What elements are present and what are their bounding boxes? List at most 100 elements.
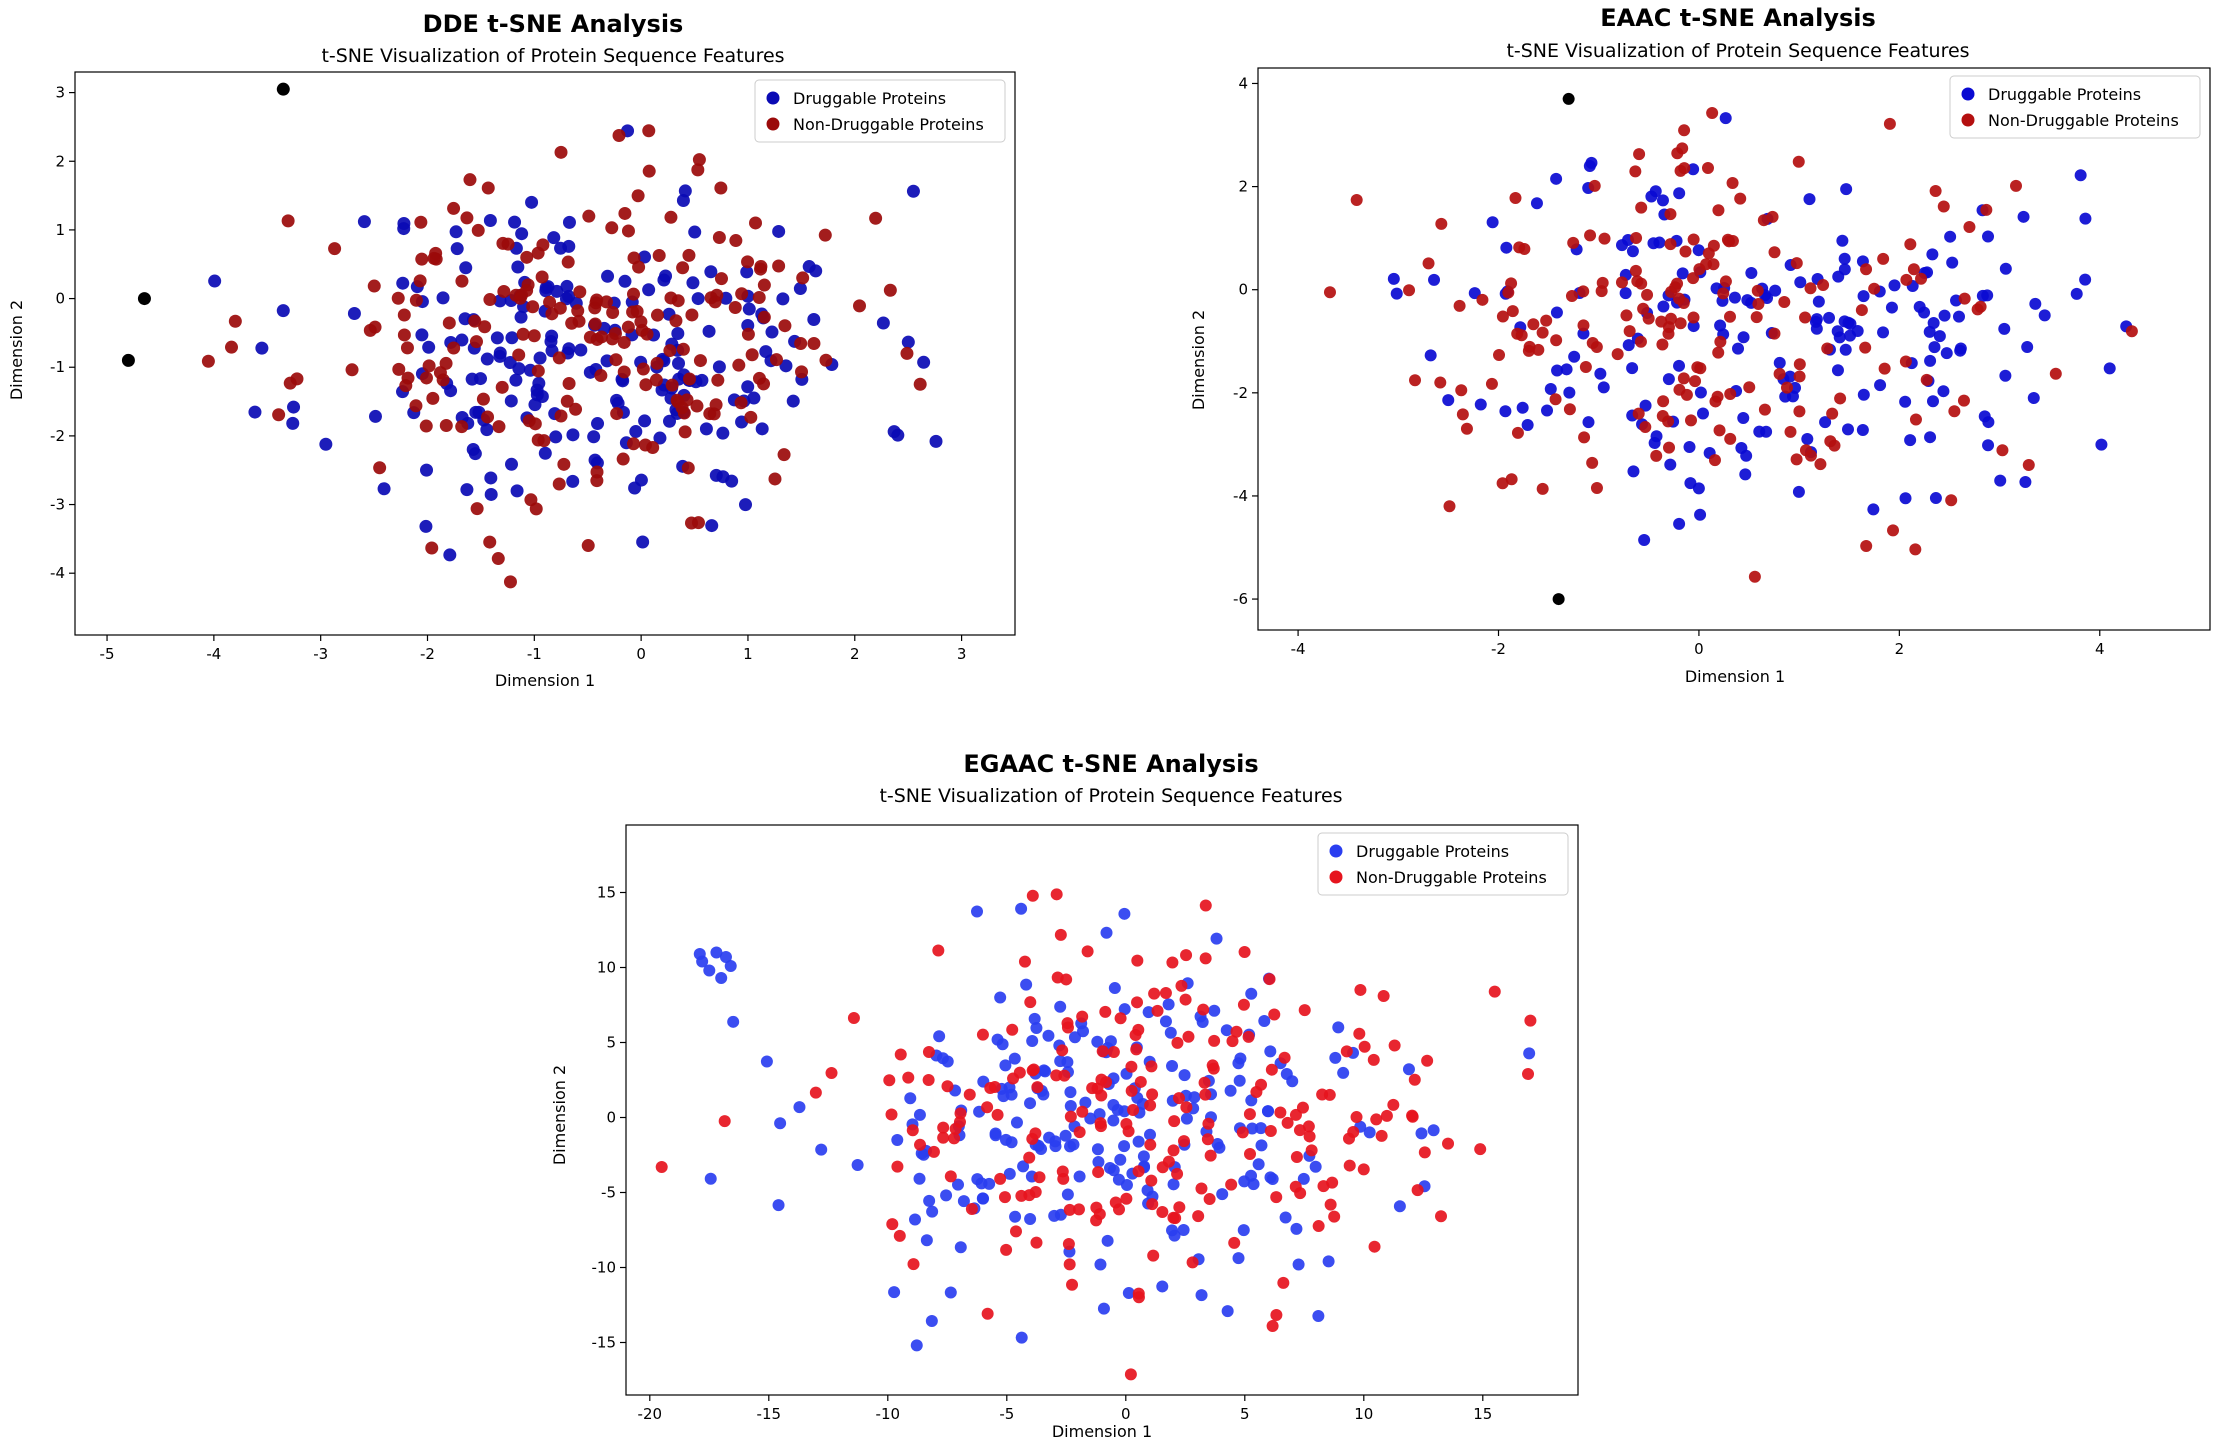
data-point-druggable	[566, 474, 580, 488]
data-point-druggable	[368, 409, 382, 423]
data-point-druggable	[1005, 1136, 1018, 1149]
data-point-druggable	[1049, 1140, 1062, 1153]
data-point-druggable	[1899, 492, 1912, 505]
data-point-druggable	[772, 224, 786, 238]
data-point-non-druggable	[754, 259, 768, 273]
data-point-druggable	[1737, 411, 1750, 424]
x-tick-label: -4	[1291, 640, 1306, 658]
data-point-druggable	[1924, 431, 1937, 444]
data-point-druggable	[1999, 262, 2012, 275]
data-point-non-druggable	[495, 380, 509, 394]
data-point-druggable	[1144, 1128, 1157, 1141]
data-point-non-druggable	[714, 181, 728, 195]
x-tick-label: 0	[1121, 1405, 1131, 1423]
data-point-non-druggable	[1511, 426, 1524, 439]
data-point-non-druggable	[594, 369, 608, 383]
data-point-non-druggable	[1328, 1210, 1341, 1223]
data-point-druggable	[779, 359, 793, 373]
legend-marker-non-druggable	[1329, 870, 1343, 884]
data-point-druggable	[1926, 395, 1939, 408]
data-point-non-druggable	[927, 1145, 940, 1158]
data-point-non-druggable	[1909, 413, 1922, 426]
data-point-druggable	[688, 225, 702, 239]
data-point-non-druggable	[1418, 1146, 1431, 1159]
data-point-druggable	[248, 405, 262, 419]
data-point-non-druggable	[1929, 184, 1942, 197]
legend-marker-druggable	[1329, 844, 1343, 858]
data-point-non-druggable	[1904, 238, 1917, 251]
data-point-non-druggable	[1340, 1045, 1353, 1058]
data-point-druggable	[1692, 244, 1705, 257]
data-point-druggable	[1940, 347, 1953, 360]
data-point-non-druggable	[1629, 165, 1642, 178]
data-point-non-druggable	[1343, 1132, 1356, 1145]
data-point-non-druggable	[1909, 543, 1922, 556]
data-point-druggable	[319, 437, 333, 451]
legend-label-druggable: Druggable Proteins	[1356, 842, 1509, 861]
data-point-non-druggable	[649, 373, 663, 387]
data-point-non-druggable	[373, 461, 387, 475]
data-point-non-druggable	[1409, 374, 1422, 387]
data-point-non-druggable	[1792, 155, 1805, 168]
data-point-druggable	[1760, 425, 1773, 438]
data-point-druggable	[742, 302, 756, 316]
data-point-non-druggable	[1203, 1193, 1216, 1206]
data-point-druggable	[449, 225, 463, 239]
data-point-non-druggable	[415, 252, 429, 266]
data-point-non-druggable	[1637, 302, 1650, 315]
data-point-non-druggable	[1496, 310, 1509, 323]
data-point-cluster	[719, 951, 732, 963]
data-point-non-druggable	[1958, 292, 1971, 305]
data-point-druggable	[1132, 1135, 1145, 1148]
data-point-non-druggable	[1669, 281, 1682, 294]
data-point-non-druggable	[1633, 148, 1646, 161]
data-point-druggable	[1427, 1124, 1440, 1137]
data-point-non-druggable	[481, 181, 495, 195]
data-point-druggable	[1550, 306, 1563, 319]
data-point-non-druggable	[757, 310, 771, 324]
data-point-non-druggable	[709, 398, 723, 412]
data-point-non-druggable	[712, 230, 726, 244]
data-point-druggable	[1003, 1167, 1016, 1180]
data-point-druggable	[1312, 1310, 1325, 1323]
data-point-druggable	[901, 335, 915, 349]
data-point-druggable	[1042, 1029, 1055, 1042]
data-point-non-druggable	[1590, 482, 1603, 495]
data-point-druggable	[663, 414, 677, 428]
data-point-druggable	[1832, 270, 1845, 283]
data-point-non-druggable	[1177, 1135, 1190, 1148]
data-point-non-druggable	[1674, 317, 1687, 330]
data-point-druggable	[1857, 290, 1870, 303]
data-point-non-druggable	[1120, 1118, 1133, 1131]
data-point-non-druggable	[794, 336, 808, 350]
legend-label-non-druggable: Non-Druggable Proteins	[1988, 111, 2179, 130]
data-point-druggable	[1673, 517, 1686, 530]
data-point-druggable	[1428, 273, 1441, 286]
data-point-non-druggable	[552, 351, 566, 365]
data-point-non-druggable	[1408, 1073, 1421, 1086]
x-tick-label: 10	[1354, 1405, 1373, 1423]
data-point-non-druggable	[1799, 311, 1812, 324]
data-point-non-druggable	[1687, 272, 1700, 285]
data-point-druggable	[1094, 1258, 1107, 1271]
data-point-druggable	[1838, 315, 1851, 328]
data-point-non-druggable	[281, 214, 295, 228]
data-point-druggable	[944, 1286, 957, 1299]
data-point-druggable	[1673, 187, 1686, 200]
data-point-non-druggable	[682, 372, 696, 386]
data-point-druggable	[493, 349, 507, 363]
data-point-non-druggable	[1147, 1249, 1160, 1262]
data-point-druggable	[1159, 1015, 1172, 1028]
data-point-druggable	[1178, 1069, 1191, 1082]
data-point-druggable	[1255, 1139, 1268, 1152]
data-point-druggable	[459, 261, 473, 275]
data-point-druggable	[1024, 1097, 1037, 1110]
data-point-druggable	[1166, 1060, 1179, 1073]
data-point-non-druggable	[1072, 1203, 1085, 1216]
data-point-non-druggable	[631, 189, 645, 203]
data-point-druggable	[1093, 1108, 1106, 1121]
x-tick-label: 2	[850, 645, 860, 663]
data-point-druggable	[480, 352, 494, 366]
data-point-druggable	[686, 276, 700, 290]
data-point-druggable	[1656, 194, 1669, 207]
